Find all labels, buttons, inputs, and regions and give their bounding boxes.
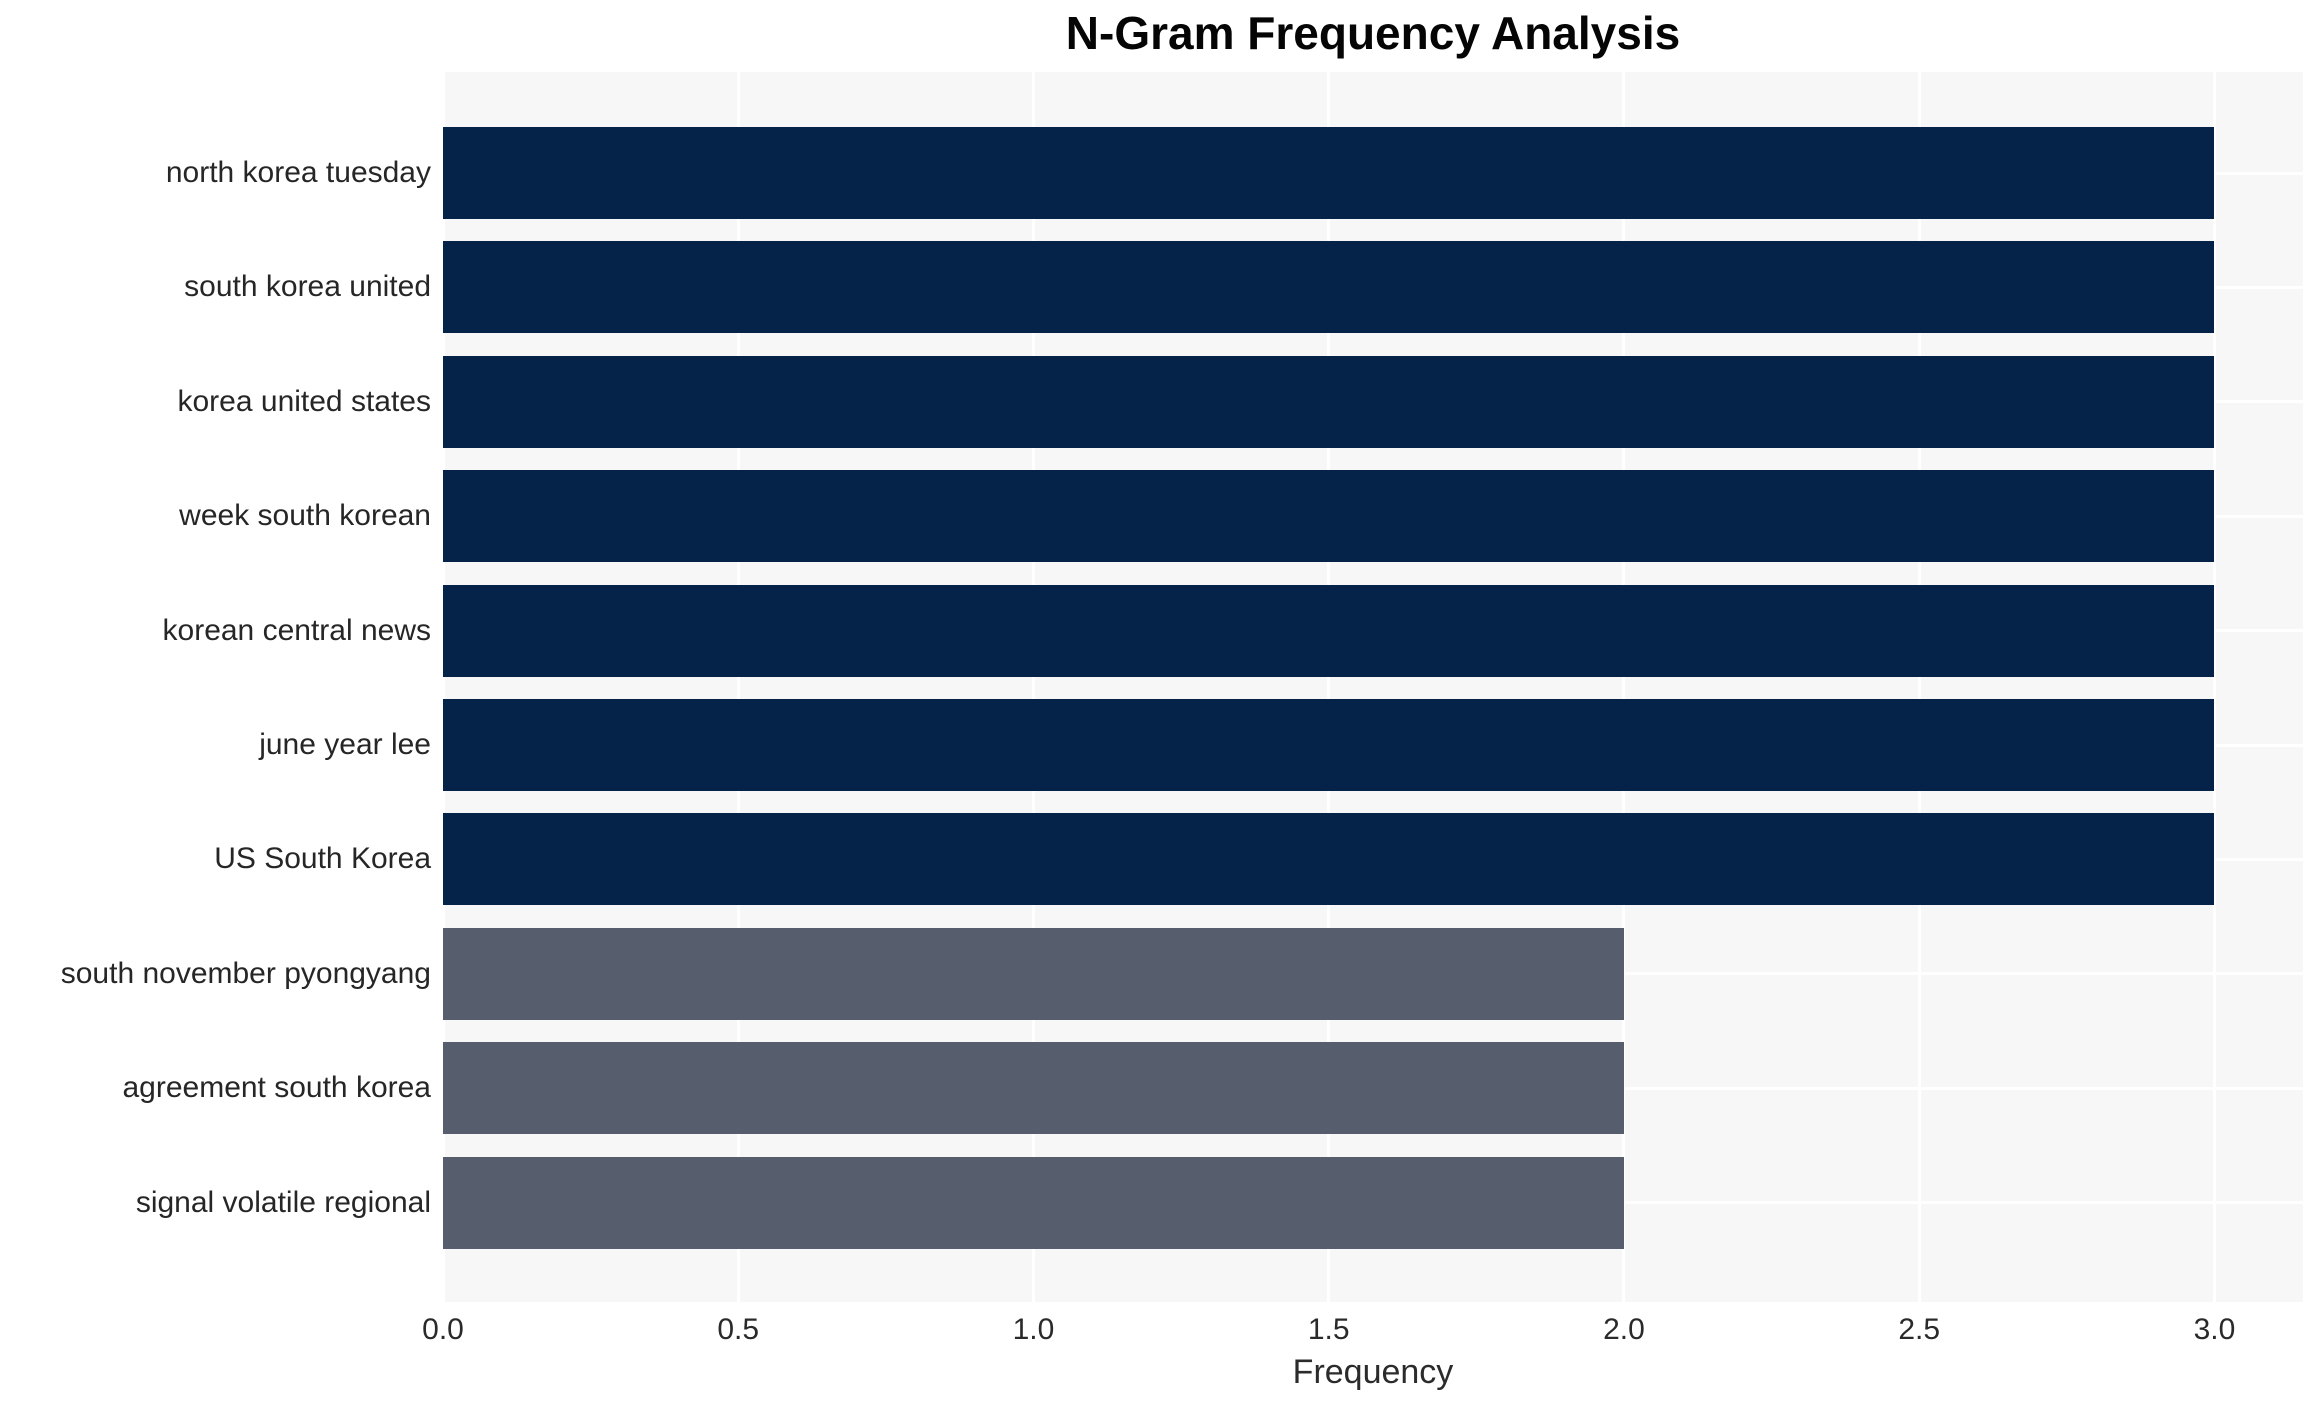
y-tick-label: south korea united — [184, 270, 431, 304]
y-tick-label: korean central news — [162, 613, 431, 647]
v-gridline — [1917, 72, 1921, 1302]
x-axis-title: Frequency — [1292, 1353, 1454, 1391]
v-gridline — [2212, 72, 2216, 1302]
bar — [443, 1156, 1624, 1249]
bar — [443, 470, 2215, 563]
bar — [443, 127, 2215, 219]
y-tick-label: US South Korea — [214, 842, 431, 876]
y-tick-label: signal volatile regional — [135, 1185, 431, 1219]
x-tick-label: 1.0 — [1012, 1313, 1055, 1346]
x-tick-label: 2.5 — [1898, 1313, 1941, 1346]
bar — [443, 1042, 1624, 1135]
v-gridline — [736, 72, 740, 1302]
y-tick-label: korea united states — [177, 384, 432, 418]
x-tick-label: 0.0 — [422, 1313, 464, 1346]
bar — [443, 241, 2215, 334]
bar — [443, 813, 2215, 906]
bar — [443, 584, 2215, 677]
y-tick-label: south november pyongyang — [60, 956, 431, 990]
v-gridline — [1031, 72, 1035, 1302]
bar — [443, 699, 2215, 791]
x-tick-label: 3.0 — [2193, 1313, 2236, 1346]
v-gridline — [443, 72, 445, 1302]
x-tick-label: 2.0 — [1603, 1313, 1645, 1346]
bar — [443, 927, 1624, 1020]
y-tick-label: week south korean — [179, 499, 431, 533]
chart-title: N-Gram Frequency Analysis — [1065, 7, 1681, 59]
x-tick-label: 1.5 — [1307, 1313, 1350, 1346]
bar — [443, 355, 2215, 448]
y-tick-label: agreement south korea — [122, 1071, 431, 1105]
y-tick-label: north korea tuesday — [165, 156, 431, 189]
plot-area — [443, 72, 2303, 1302]
x-tick-label: 0.5 — [717, 1313, 760, 1346]
v-gridline — [1622, 72, 1626, 1302]
v-gridline — [1327, 72, 1331, 1302]
y-tick-label: june year lee — [259, 728, 431, 761]
